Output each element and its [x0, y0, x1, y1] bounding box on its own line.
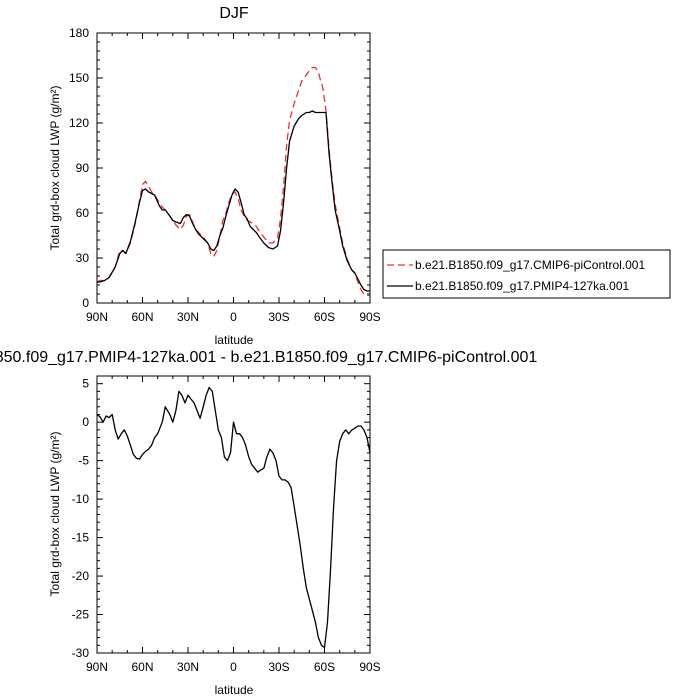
- y-tick-label: 180: [69, 26, 89, 40]
- x-tick-label: 30S: [268, 310, 289, 324]
- bottom-panel: b.e21.B1850.f09_g17.PMIP4-127ka.001 - b.…: [0, 349, 537, 697]
- bottom-y-axis-label: Total grd-box cloud LWP (g/m²): [48, 432, 62, 597]
- y-tick-label: -5: [78, 454, 89, 468]
- y-tick-label: -10: [72, 492, 90, 506]
- x-tick-label: 30S: [268, 660, 289, 674]
- y-tick-label: 5: [82, 377, 89, 391]
- y-tick-label: 120: [69, 116, 89, 130]
- y-tick-label: 0: [82, 296, 89, 310]
- x-tick-label: 90S: [359, 660, 380, 674]
- y-tick-label: 150: [69, 71, 89, 85]
- x-tick-label: 60S: [314, 310, 335, 324]
- x-tick-label: 0: [230, 660, 237, 674]
- x-tick-label: 60N: [131, 660, 153, 674]
- y-tick-label: 60: [76, 206, 90, 220]
- series-line-1-0: [96, 386, 371, 649]
- x-tick-label: 90N: [86, 310, 108, 324]
- legend-label-127ka: b.e21.B1850.f09_g17.PMIP4-127ka.001: [415, 279, 629, 293]
- y-tick-label: 90: [76, 161, 90, 175]
- top-chart-title: DJF: [219, 5, 249, 22]
- bottom-x-axis-label: latitude: [215, 683, 254, 697]
- x-tick-label: 60N: [131, 310, 153, 324]
- legend-label-pi-control: b.e21.B1850.f09_g17.CMIP6-piControl.001: [415, 258, 645, 272]
- x-tick-label: 90N: [86, 660, 108, 674]
- top-x-axis-label: latitude: [215, 333, 254, 347]
- top-y-axis-label: Total grd-box cloud LWP (g/m²): [48, 86, 62, 251]
- y-tick-label: -30: [72, 646, 90, 660]
- x-tick-label: 90S: [359, 310, 380, 324]
- y-tick-label: -15: [72, 531, 90, 545]
- y-tick-label: -20: [72, 569, 90, 583]
- top-series-layer: [96, 66, 370, 297]
- bottom-plot-frame: [96, 375, 371, 654]
- top-axis-ticks: 90N 60N 30N 0 30S 60S 90S 0 30 60 90 120 150 180: [69, 26, 381, 324]
- top-plot-frame: [96, 32, 371, 304]
- y-tick-label: -25: [72, 608, 90, 622]
- x-tick-label: 30N: [177, 310, 199, 324]
- y-tick-label: 30: [76, 251, 90, 265]
- bottom-axis-ticks: 90N 60N 30N 0 30S 60S 90S 5 0 -5 -10 -15 -20 -25 -30: [72, 375, 381, 674]
- x-tick-label: 0: [230, 310, 237, 324]
- y-tick-label: 0: [82, 415, 89, 429]
- bottom-chart-title: b.e21.B1850.f09_g17.PMIP4-127ka.001 - b.…: [0, 349, 537, 366]
- series-line-0-0: [96, 66, 370, 297]
- x-tick-label: 60S: [314, 660, 335, 674]
- bottom-series-layer: [96, 386, 371, 649]
- top-panel: DJF 90N 60N 30N 0 30S 60S 90S0306090120150180 …: [48, 5, 671, 347]
- series-line-0-1: [97, 110, 370, 292]
- x-tick-label: 30N: [177, 660, 199, 674]
- legend-box: [382, 249, 671, 299]
- legend: b.e21.B1850.f09_g17.CMIP6-piControl.001 …: [382, 249, 671, 299]
